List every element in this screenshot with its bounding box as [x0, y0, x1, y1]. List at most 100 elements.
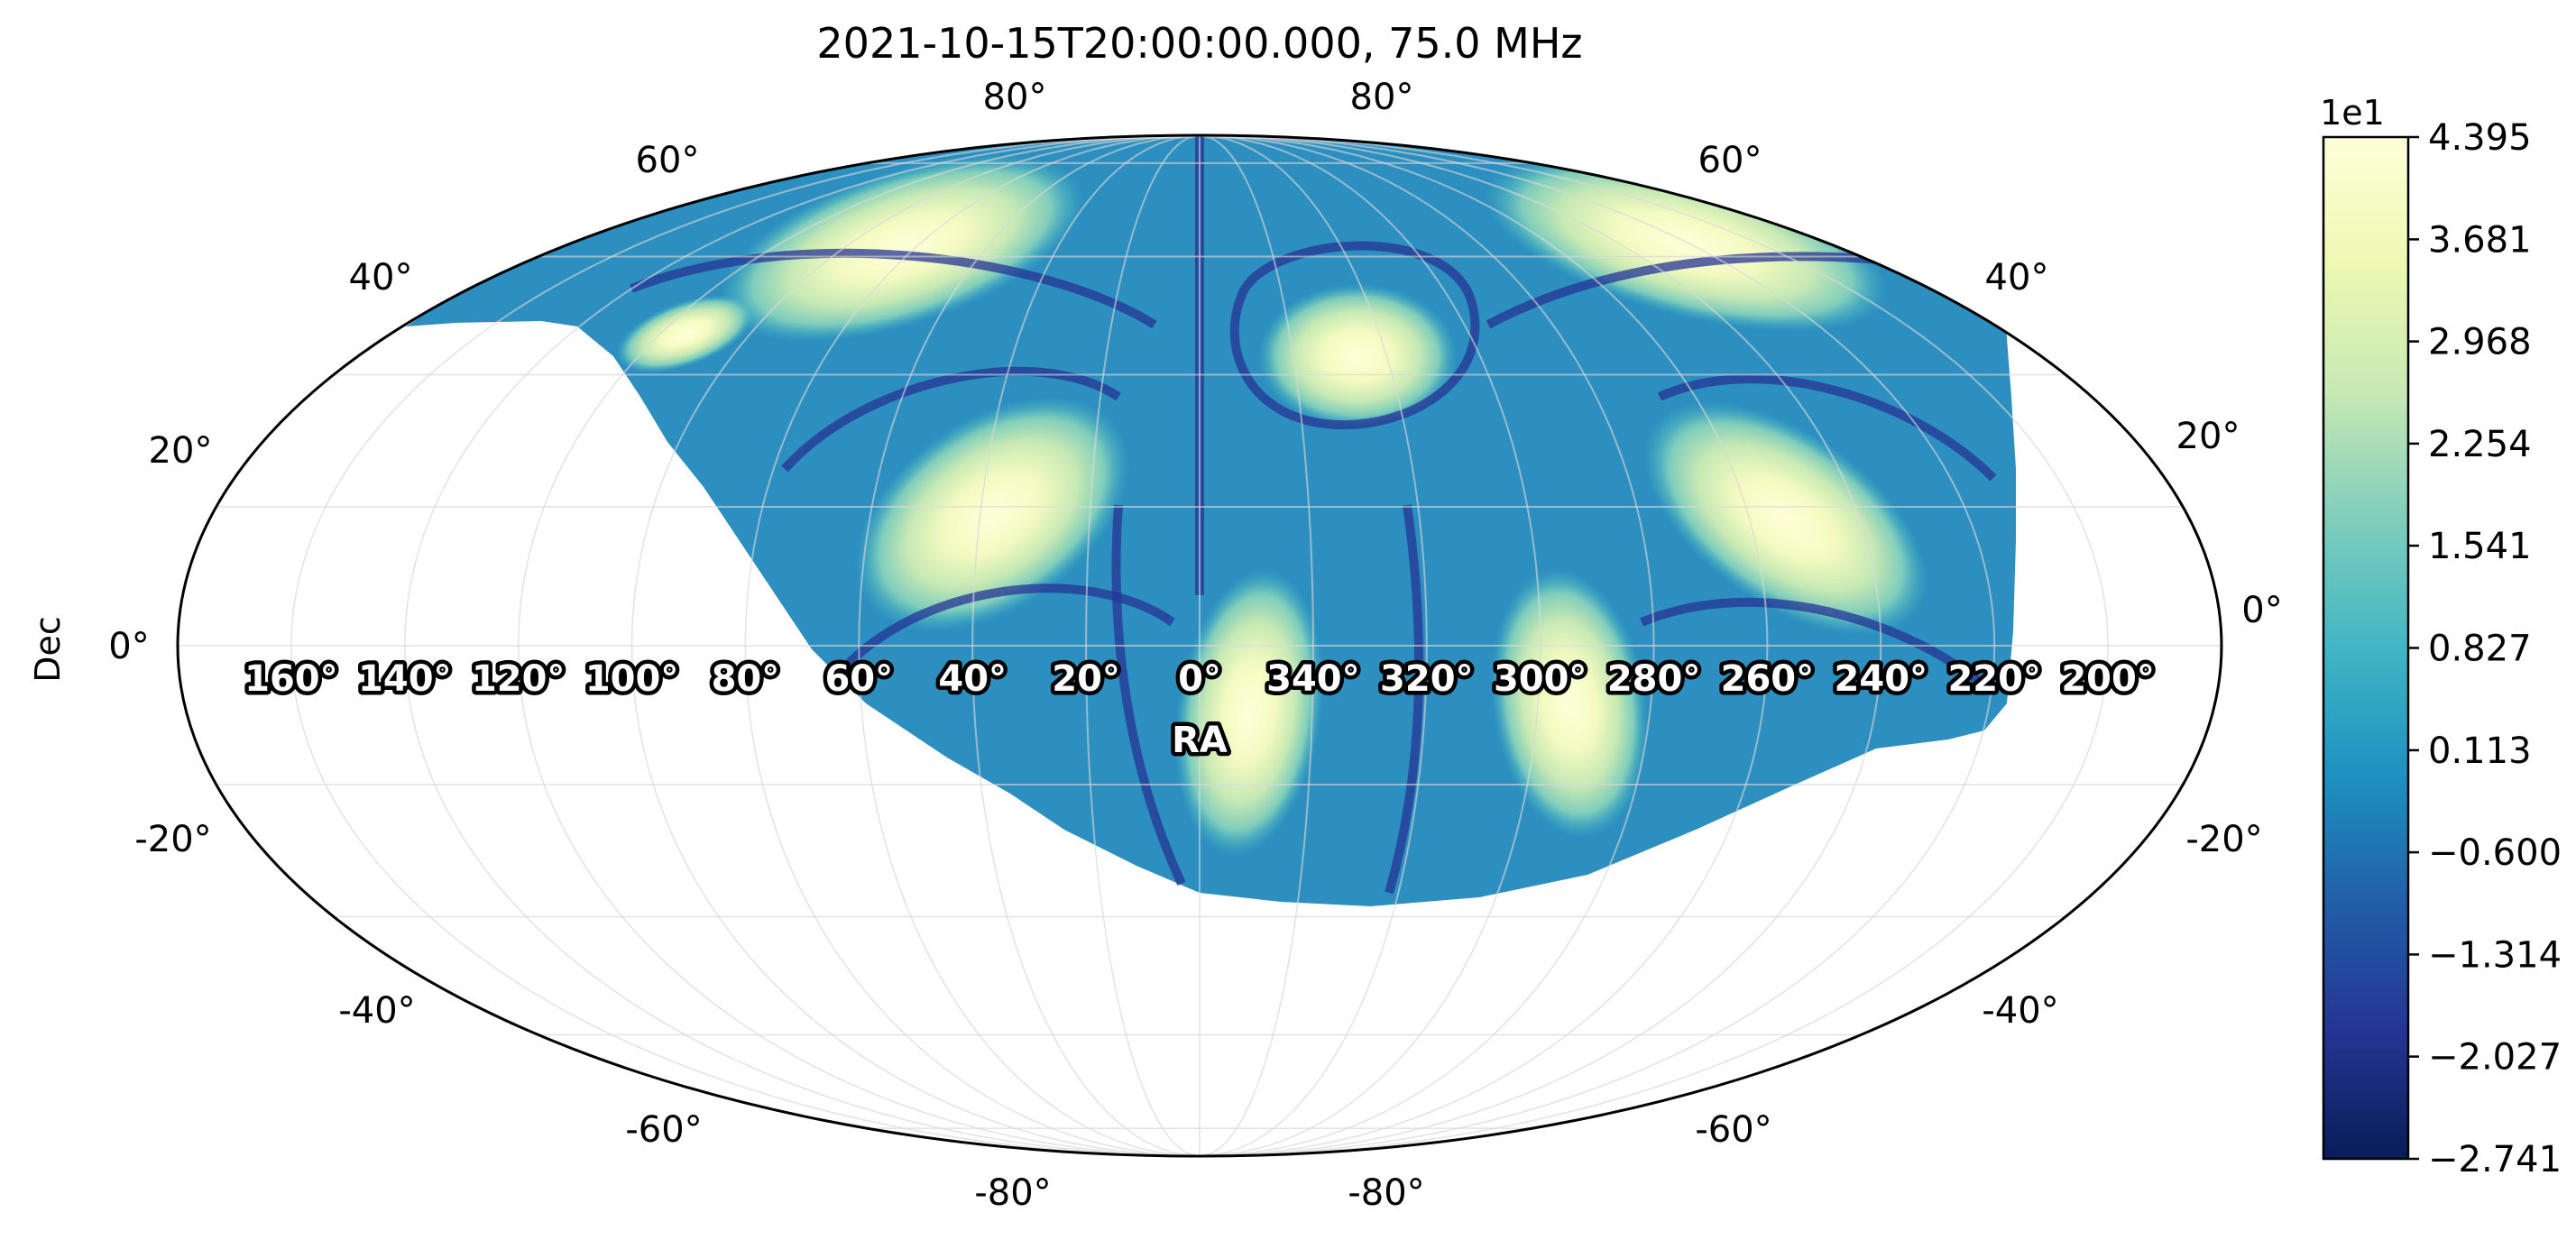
meridian-gridline — [1085, 134, 1201, 1157]
sky-lobes — [616, 154, 1928, 856]
ra-tick-label: 20° — [1052, 658, 1120, 700]
meridian-gridline — [1085, 134, 1201, 1157]
meridian-gridline — [1199, 134, 1995, 1157]
colorbar-tick-label: 1.541 — [2428, 526, 2532, 567]
dec-tick-labels: 80° 80° 60° 60° 40° 40° 20° 20° 0° 0° -2… — [108, 77, 2282, 1214]
null-line — [630, 248, 1157, 329]
meridian-gridline — [1199, 134, 1541, 1157]
ra-tick-label: 40° — [938, 658, 1007, 700]
null-line — [1385, 504, 1424, 895]
meridian-gridline — [1199, 134, 1882, 1157]
dec-tick-label: 40° — [1985, 257, 2049, 299]
dec-tick-label: -40° — [338, 990, 415, 1032]
ra-tick-label: 200° — [2061, 658, 2155, 700]
meridian-gridline — [1199, 134, 1428, 1157]
colorbar: 1e1 4.395 3.681 2.968 2.254 1.541 0.827 0.113 −… — [2320, 93, 2562, 1180]
dec-tick-label: -40° — [1982, 990, 2058, 1032]
meridian-gridline — [1199, 134, 2110, 1157]
colorbar-tick-label: 4.395 — [2428, 117, 2532, 159]
graticule — [178, 134, 2222, 1157]
colorbar-tick-label: 0.113 — [2428, 730, 2532, 772]
meridian-gridline — [1199, 134, 2109, 1157]
ra-tick-label: 100° — [585, 658, 679, 700]
dec-tick-label: -20° — [134, 819, 211, 860]
ra-tick-label: 120° — [472, 658, 566, 700]
meridian-gridline — [858, 134, 1201, 1157]
dec-tick-label: 40° — [349, 257, 413, 299]
map-boundary — [176, 133, 2223, 1158]
colorbar-tick-label: −2.027 — [2428, 1037, 2562, 1079]
meridian-gridline — [1199, 134, 1996, 1157]
lobe — [855, 396, 1129, 632]
lobe — [720, 154, 1084, 342]
null-line — [1640, 598, 1988, 689]
sky-region — [406, 135, 2016, 906]
meridian-gridline — [1199, 134, 1655, 1157]
ra-tick-labels: 160° 140° 120° 100° 80° 60° 40° 20° 0° 340° 320° 30… — [241, 655, 2159, 704]
ra-tick-label: 280° — [1607, 658, 1701, 700]
ra-tick-label: 320° — [1380, 658, 1474, 700]
meridian-gridline — [517, 134, 1201, 1157]
dec-tick-label: -20° — [2185, 819, 2262, 860]
meridian-gridline — [1199, 134, 1314, 1157]
colorbar-tick-label: 0.827 — [2428, 629, 2532, 670]
ra-tick-label: 220° — [1947, 658, 2041, 700]
dec-tick-label: 0° — [2241, 590, 2282, 631]
meridian-gridline — [290, 134, 1201, 1157]
lobe — [1643, 401, 1928, 636]
meridian-gridline — [858, 134, 1201, 1157]
meridian-gridline — [404, 134, 1201, 1157]
ra-tick-label: 260° — [1721, 658, 1815, 700]
colorbar-scale-label: 1e1 — [2320, 93, 2385, 133]
null-line — [825, 583, 1175, 688]
lobe — [616, 295, 755, 372]
colorbar-tick-label: 3.681 — [2428, 219, 2532, 261]
dec-tick-label: 0° — [108, 626, 149, 667]
dec-tick-label: -60° — [1695, 1109, 1771, 1151]
meridian-gridline — [1199, 134, 1655, 1157]
x-axis-label: RA — [1172, 720, 1228, 761]
lobe — [1174, 569, 1324, 856]
meridian-gridline — [517, 134, 1201, 1157]
colorbar-tick-label: −0.600 — [2428, 832, 2562, 874]
meridian-gridline — [1199, 134, 1541, 1157]
null-line — [1229, 241, 1480, 430]
dec-tick-label: 60° — [636, 140, 700, 181]
ra-tick-label: 0° — [1178, 658, 1221, 700]
ra-tick-label: 340° — [1266, 658, 1360, 700]
meridian-gridline — [744, 134, 1201, 1157]
meridian-gridline — [1199, 134, 1428, 1157]
dec-tick-label: -80° — [974, 1172, 1051, 1214]
dec-tick-label: -80° — [1348, 1172, 1424, 1214]
colorbar-gradient — [2322, 135, 2410, 1161]
meridian-gridline — [403, 134, 1201, 1157]
null-line — [781, 366, 1121, 473]
null-line — [1657, 374, 1997, 482]
colorbar-tick-label: 2.968 — [2428, 322, 2532, 363]
ra-tick-label: 140° — [358, 658, 452, 700]
colorbar-tick-label: 2.254 — [2428, 424, 2532, 465]
dec-tick-label: 80° — [983, 77, 1047, 118]
meridian-gridline — [290, 134, 1201, 1157]
null-line — [1111, 504, 1186, 886]
chart-title: 2021-10-15T20:00:00.000, 75.0 MHz — [816, 19, 1582, 68]
dec-tick-label: 20° — [149, 430, 213, 472]
lobe — [1485, 155, 1889, 332]
ra-tick-label: 300° — [1494, 658, 1587, 700]
colorbar-tick-label: −1.314 — [2428, 934, 2562, 976]
dec-tick-label: 80° — [1350, 77, 1414, 118]
y-axis-label: Dec — [28, 616, 68, 683]
meridian-gridline — [1199, 134, 1882, 1157]
ra-tick-label: 160° — [244, 658, 338, 700]
dec-tick-label: -60° — [625, 1109, 702, 1151]
meridian-gridline — [630, 134, 1201, 1157]
meridian-gridline — [1199, 134, 1769, 1157]
meridian-gridline — [1199, 134, 1314, 1157]
ra-tick-label: 240° — [1835, 658, 1928, 700]
dec-tick-label: 60° — [1698, 140, 1762, 181]
colorbar-ticks: 4.395 3.681 2.968 2.254 1.541 0.827 0.113 −0.60… — [2408, 117, 2562, 1180]
lobe — [1258, 284, 1457, 428]
lobe — [1491, 568, 1648, 839]
meridian-gridline — [744, 134, 1201, 1157]
